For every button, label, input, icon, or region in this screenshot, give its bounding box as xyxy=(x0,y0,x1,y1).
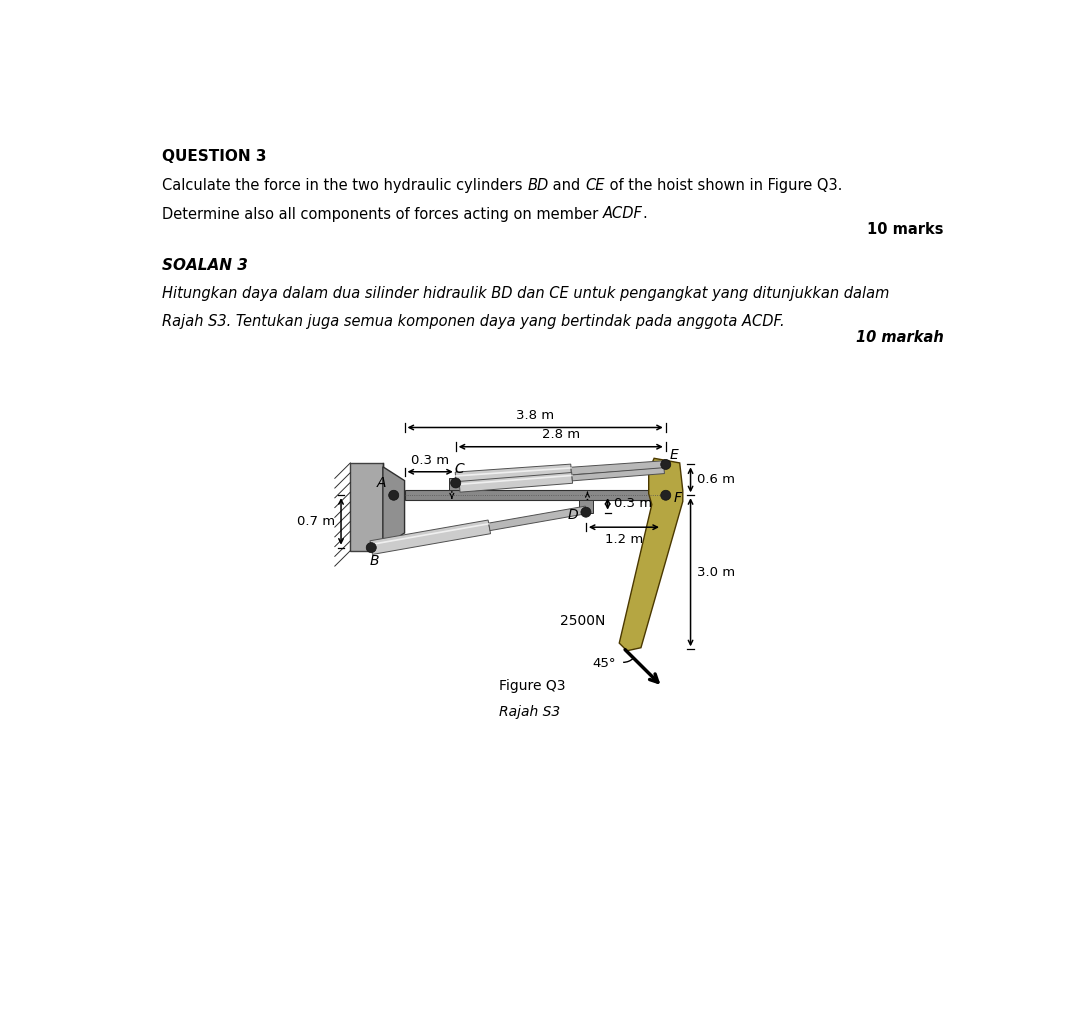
Text: .: . xyxy=(643,206,647,221)
Text: of the hoist shown in Figure Q3.: of the hoist shown in Figure Q3. xyxy=(604,178,842,193)
Text: E: E xyxy=(670,449,679,462)
Polygon shape xyxy=(619,459,683,651)
Text: 0.3 m: 0.3 m xyxy=(614,497,652,511)
Circle shape xyxy=(581,508,591,518)
Text: 2500N: 2500N xyxy=(560,614,605,627)
Polygon shape xyxy=(383,467,405,547)
Text: and: and xyxy=(548,178,585,193)
Polygon shape xyxy=(572,468,665,481)
Polygon shape xyxy=(460,473,573,492)
Text: SOALAN 3: SOALAN 3 xyxy=(162,258,248,273)
Text: D: D xyxy=(568,509,578,523)
Text: 3.0 m: 3.0 m xyxy=(697,565,735,579)
Text: Calculate the force in the two hydraulic cylinders: Calculate the force in the two hydraulic… xyxy=(162,178,528,193)
Polygon shape xyxy=(571,461,666,475)
Text: 0.3 m: 0.3 m xyxy=(411,454,449,467)
Polygon shape xyxy=(370,520,491,554)
Text: Hitungkan daya dalam dua silinder hidraulik BD dan CE untuk pengangkat yang ditu: Hitungkan daya dalam dua silinder hidrau… xyxy=(162,286,889,300)
Text: 10 markah: 10 markah xyxy=(857,330,944,345)
Text: 1.2 m: 1.2 m xyxy=(604,533,643,546)
Text: CE: CE xyxy=(585,178,604,193)
Text: QUESTION 3: QUESTION 3 xyxy=(162,149,267,163)
Text: B: B xyxy=(370,554,379,568)
Text: 2.8 m: 2.8 m xyxy=(542,428,579,442)
Text: ACDF: ACDF xyxy=(603,206,643,221)
Text: 10 marks: 10 marks xyxy=(868,222,944,236)
Text: A: A xyxy=(377,476,386,490)
Polygon shape xyxy=(489,506,587,531)
Text: Figure Q3: Figure Q3 xyxy=(500,678,565,692)
Circle shape xyxy=(451,478,461,488)
Text: 45°: 45° xyxy=(592,657,616,670)
Text: F: F xyxy=(673,491,682,505)
Bar xyxy=(351,463,383,551)
Text: Rajah S3: Rajah S3 xyxy=(500,705,560,720)
Bar xyxy=(449,478,463,490)
Text: 0.7 m: 0.7 m xyxy=(297,515,334,528)
Bar xyxy=(579,500,592,513)
Circle shape xyxy=(660,490,671,500)
Polygon shape xyxy=(455,464,572,486)
Text: Determine also all components of forces acting on member: Determine also all components of forces … xyxy=(162,206,603,221)
Circle shape xyxy=(366,543,377,552)
Text: C: C xyxy=(454,462,464,476)
Text: Rajah S3. Tentukan juga semua komponen daya yang bertindak pada anggota ACDF.: Rajah S3. Tentukan juga semua komponen d… xyxy=(162,315,784,329)
Text: 0.6 m: 0.6 m xyxy=(697,473,735,486)
Circle shape xyxy=(388,490,399,500)
Text: 3.8 m: 3.8 m xyxy=(516,409,555,422)
Bar xyxy=(405,490,666,500)
Circle shape xyxy=(390,491,398,499)
Circle shape xyxy=(660,460,671,470)
Text: BD: BD xyxy=(528,178,548,193)
